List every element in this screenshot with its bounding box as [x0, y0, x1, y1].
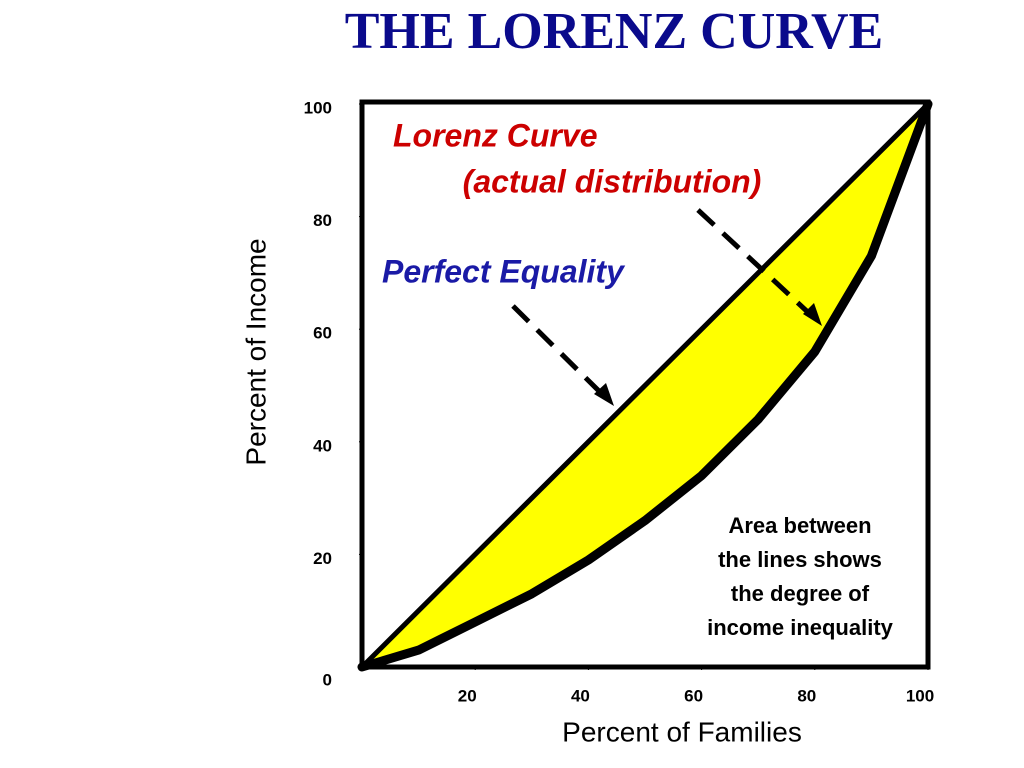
- arrow-head: [803, 303, 822, 326]
- y-tick-label: 20: [313, 549, 332, 568]
- annotation: the degree of: [731, 581, 870, 606]
- annotation: Area between: [728, 513, 871, 538]
- x-tick-label: 40: [571, 686, 590, 705]
- series-line: [357, 99, 933, 672]
- arrow-line: [511, 304, 606, 398]
- plot-frame: [359, 99, 931, 670]
- series-label: Lorenz Curve: [393, 117, 597, 153]
- y-tick-label: 100: [304, 98, 332, 117]
- series-line: [359, 101, 931, 670]
- series-label: Perfect Equality: [382, 253, 626, 289]
- x-axis-label: Percent of Families: [562, 716, 802, 747]
- annotation: income inequality: [707, 615, 894, 640]
- y-tick-label: 60: [313, 324, 332, 343]
- plot-area: [357, 99, 933, 672]
- x-tick-label: 20: [458, 686, 477, 705]
- y-tick-label: 40: [313, 436, 332, 455]
- y-tick-label: 80: [313, 211, 332, 230]
- arrow-line: [696, 208, 814, 318]
- arrows: [511, 208, 814, 398]
- x-tick-label: 100: [906, 686, 934, 705]
- arrow-head: [594, 383, 614, 406]
- y-axis-label: Percent of Income: [240, 238, 271, 465]
- y-tick-label: 0: [323, 670, 332, 689]
- x-tick-label: 80: [797, 686, 816, 705]
- annotation: (actual distribution): [463, 163, 762, 199]
- x-tick-label: 60: [684, 686, 703, 705]
- chart-title: THE LORENZ CURVE: [345, 3, 883, 60]
- annotation: the lines shows: [718, 547, 882, 572]
